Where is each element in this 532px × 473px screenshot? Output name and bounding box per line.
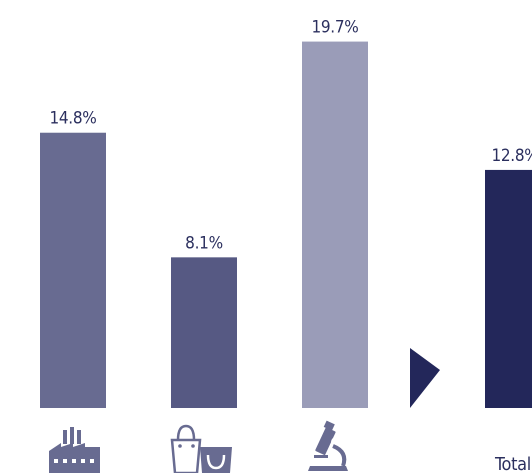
bar-4	[485, 169, 532, 408]
value-label-3: 19.7%	[311, 18, 358, 38]
arrow-right-icon	[410, 348, 440, 408]
bar-3	[302, 41, 368, 409]
category-label-total: Total	[494, 454, 531, 473]
value-label-1: 14.8%	[49, 109, 96, 129]
value-label-4: 12.8%	[491, 146, 532, 166]
shopping-bags-icon	[170, 424, 232, 473]
bar-1	[40, 132, 106, 408]
factory-icon	[49, 427, 100, 473]
bar-2	[171, 257, 237, 408]
value-label-2: 8.1%	[185, 233, 223, 253]
microscope-icon	[308, 420, 348, 471]
